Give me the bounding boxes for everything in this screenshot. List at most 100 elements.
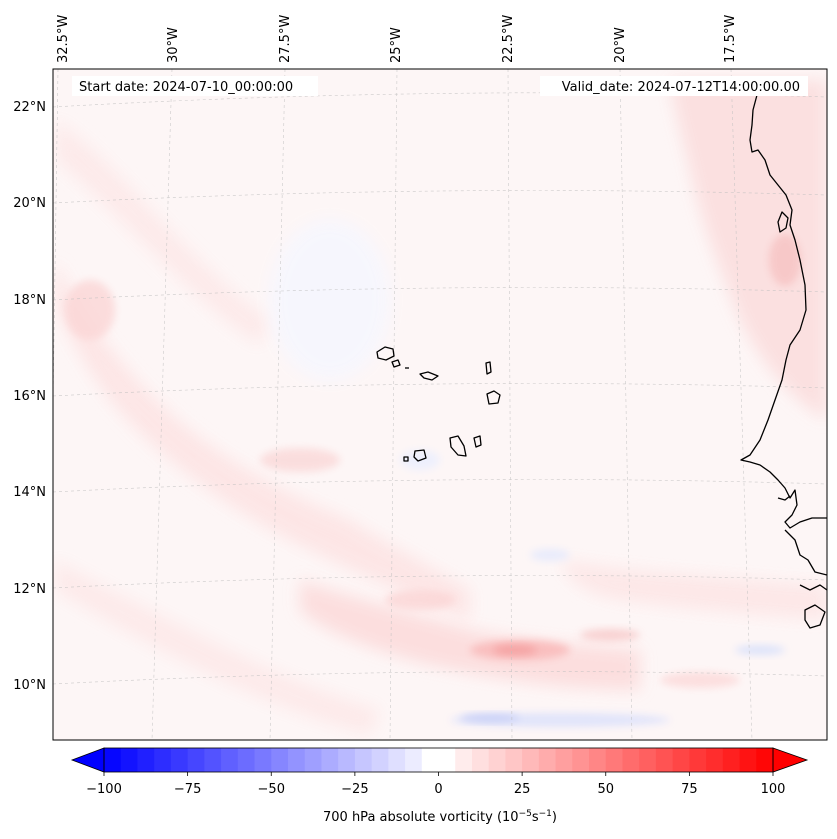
colorbar-label: 700 hPa absolute vorticity (10−5s−1) [323,809,557,825]
vorticity-field [55,80,827,735]
valid-date-text: Valid_date: 2024-07-12T14:00:00.00 [562,80,800,95]
guinea-coast [804,604,826,629]
colorbar-cell [605,748,623,772]
vorticity-patch-b [385,590,455,610]
colorbar-cell [321,748,339,772]
colorbar-cell [154,748,172,772]
gridline-lat-12 [53,575,827,589]
colorbar-cell [388,748,406,772]
gridline-lon-22-5 [507,69,513,740]
vorticity-patch-west [65,280,115,340]
lat-label-3: 16°N [13,389,46,404]
colorbar-cell [471,748,490,772]
start-date-box [72,76,318,96]
gridline-lat-14 [53,479,827,493]
vorticity-patch-c [660,672,740,688]
gridline-lat-16 [53,383,827,397]
colorbar-cell [187,748,205,772]
colorbar-cell [405,748,423,772]
colorbar-cell [555,748,573,772]
gridline-lat-20 [53,190,827,204]
colorbar-cell [221,748,239,772]
lon-label-6: 17.5°W [723,15,738,63]
lon-label-3: 25°W [389,27,404,63]
colorbar-tick-label: 75 [681,782,698,797]
colorbar: −100 −75 −50 −25 0 25 50 75 100 700 hPa absolute… [70,747,809,825]
colorbar-cell [739,748,757,772]
colorbar-ticks: −100 −75 −50 −25 0 25 50 75 100 [86,772,785,797]
vorticity-max-east [580,629,640,641]
colorbar-cell [338,748,356,772]
latitude-labels: 22°N 20°N 18°N 16°N 14°N 12°N 10°N [13,100,46,693]
colorbar-tick-label: 50 [597,782,614,797]
lon-label-1: 30°W [166,27,181,63]
colorbar-cell [655,748,674,772]
coastlines [376,94,827,629]
colorbar-tick-label: −100 [86,782,122,797]
arguin-bay [777,211,789,233]
colorbar-cell [538,748,557,772]
gridline-lon-30 [151,69,173,740]
colorbar-cell [488,748,506,772]
dakar-peninsula [777,495,791,501]
gridline-lat-10 [53,671,827,685]
colorbar-cell [421,748,440,772]
colorbar-cell [589,748,607,772]
colorbar-cell [505,748,523,772]
colorbar-tick-label: 100 [761,782,786,797]
colorbar-cell [170,748,189,772]
colorbar-cell [672,748,690,772]
island-sao-nicolau [419,371,439,381]
negative-vorticity-east [735,645,785,655]
colorbar-cells [104,748,774,772]
colorbar-cell [522,748,540,772]
map-frame [52,68,828,741]
colorbar-tick-label: 25 [514,782,531,797]
colorbar-cell [455,748,473,772]
island-sao-vicente [391,359,401,368]
lon-label-0: 32.5°W [56,15,71,63]
colorbar-cell [639,748,657,772]
colorbar-cell [104,748,122,772]
vorticity-max-south-core [493,645,537,655]
valid-date-box [540,76,808,96]
gridline-lon-17-5 [730,69,753,740]
longitude-labels: 32.5°W 30°W 27.5°W 25°W 22.5°W 20°W 17.5… [56,15,738,63]
lon-label-5: 20°W [613,27,628,63]
island-fogo [413,449,427,462]
vorticity-band-south [300,580,640,690]
island-brava [403,456,409,462]
vorticity-patch-mid [260,448,340,472]
lat-label-2: 18°N [13,293,46,308]
colorbar-cell [689,748,707,772]
colorbar-cell [120,748,138,772]
gridline-lat-18 [53,287,827,301]
africa-coastline [740,94,827,529]
lat-label-4: 14°N [13,485,46,500]
colorbar-arrow-min [70,747,105,773]
bijagos-coast [799,584,827,591]
colorbar-tick-label: 0 [434,782,442,797]
lat-label-5: 12°N [13,582,46,597]
colorbar-cell [287,748,306,772]
colorbar-arrow-max [772,747,809,773]
colorbar-tick-label: −75 [174,782,201,797]
gridline-lon-20 [619,69,633,740]
gridline-lat-22 [53,92,827,108]
lat-label-1: 20°N [13,196,46,211]
gridline-lon-25 [389,69,398,740]
colorbar-cell [706,748,724,772]
colorbar-cell [304,748,322,772]
colorbar-cell [371,748,389,772]
colorbar-cell [438,748,456,772]
vorticity-band-west [55,260,470,620]
lat-label-0: 22°N [13,100,46,115]
island-maio [473,435,482,448]
negative-vorticity-south-core [460,714,520,722]
start-date-text: Start date: 2024-07-10_00:00:00 [79,80,293,95]
negative-vorticity-center [270,220,390,380]
lat-label-6: 10°N [13,678,46,693]
colorbar-cell [237,748,256,772]
gridline-lon-27-5 [269,69,286,740]
island-santiago [449,435,467,457]
